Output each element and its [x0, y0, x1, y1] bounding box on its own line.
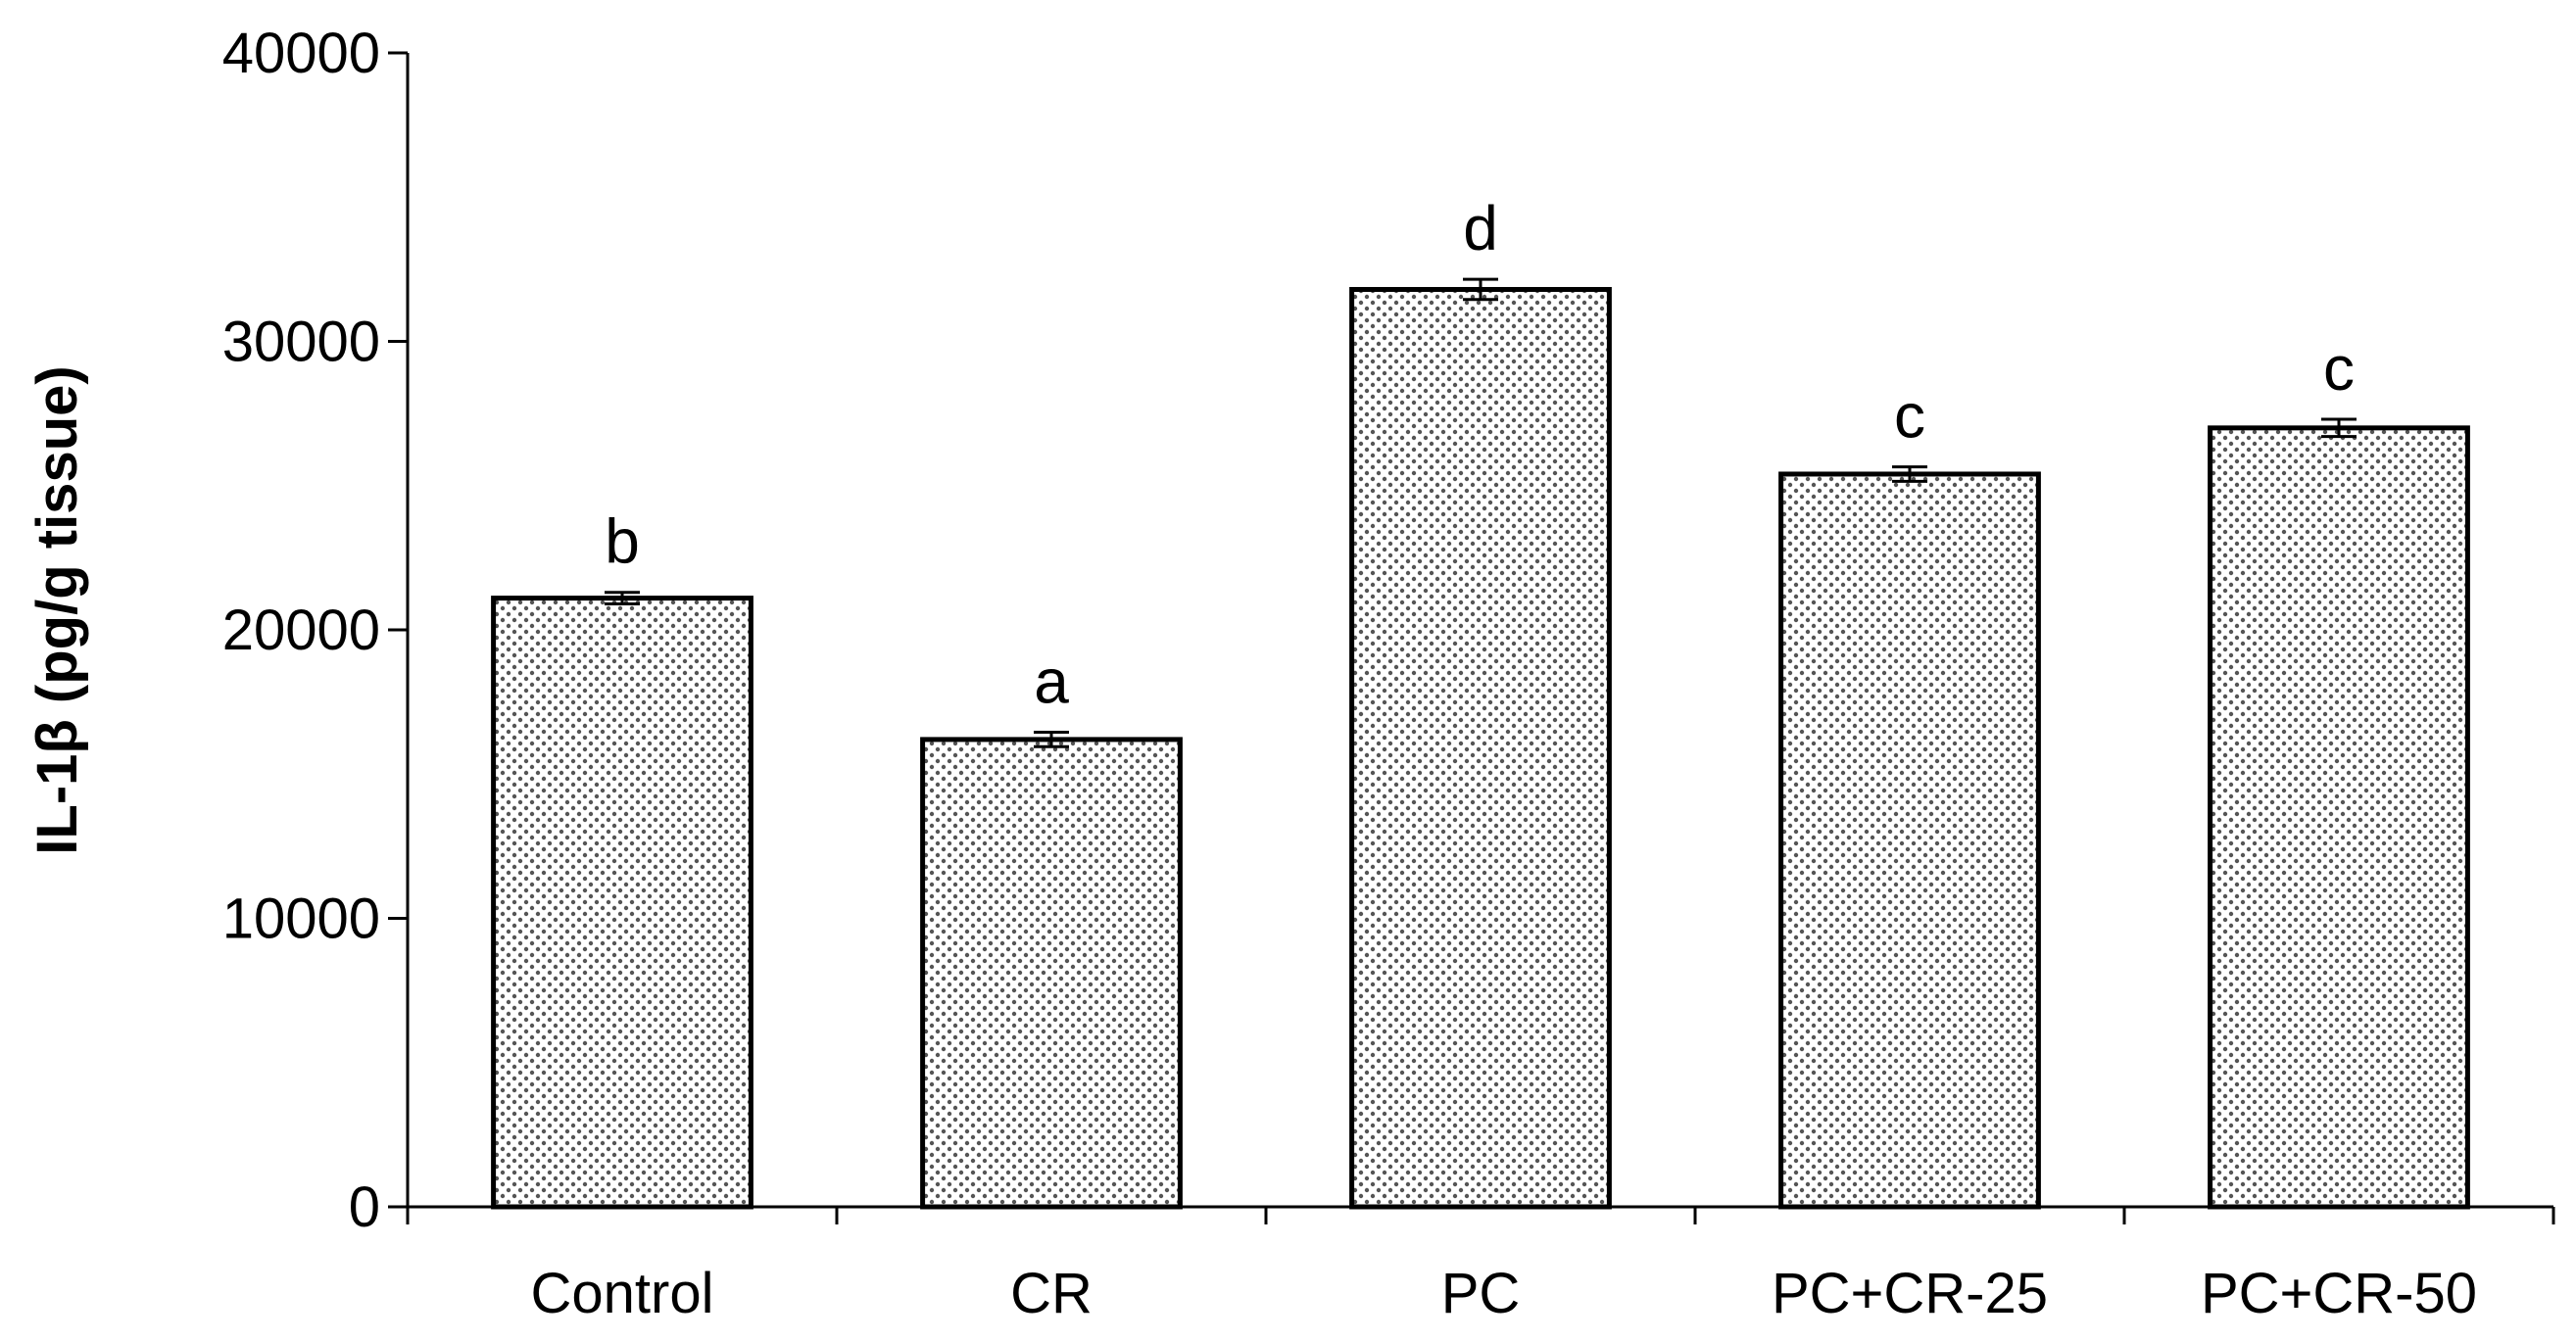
significance-label: c	[1894, 381, 1925, 452]
x-tick-label: PC	[1441, 1262, 1521, 1325]
y-tick-label: 40000	[222, 22, 380, 85]
significance-label: d	[1463, 193, 1498, 264]
x-tick-label: PC+CR-25	[1772, 1262, 2048, 1325]
y-tick-label: 30000	[222, 311, 380, 374]
significance-label: c	[2323, 333, 2355, 404]
significance-label: a	[1034, 647, 1069, 717]
bar-pc	[1349, 286, 1612, 1210]
x-tick-label: CR	[1010, 1262, 1093, 1325]
x-tick-label: Control	[531, 1262, 714, 1325]
bar-cr	[920, 737, 1183, 1210]
significance-label: b	[605, 506, 640, 577]
bar-pc-cr-50	[2208, 425, 2470, 1210]
bar-pc-cr-25	[1778, 471, 2041, 1210]
y-axis: 0 10000 20000 30000 40000	[222, 22, 410, 1239]
y-tick-label: 0	[349, 1175, 380, 1239]
bars: b a d c c	[491, 193, 2470, 1210]
x-axis: Control CR PC PC+CR-25 PC+CR-50	[406, 1205, 2555, 1325]
y-axis-label: IL-1β (pg/g tissue)	[25, 365, 89, 854]
x-tick-label: PC+CR-50	[2201, 1262, 2477, 1325]
bar-control	[491, 596, 753, 1210]
y-tick-label: 10000	[222, 887, 380, 951]
y-tick-label: 20000	[222, 599, 380, 662]
